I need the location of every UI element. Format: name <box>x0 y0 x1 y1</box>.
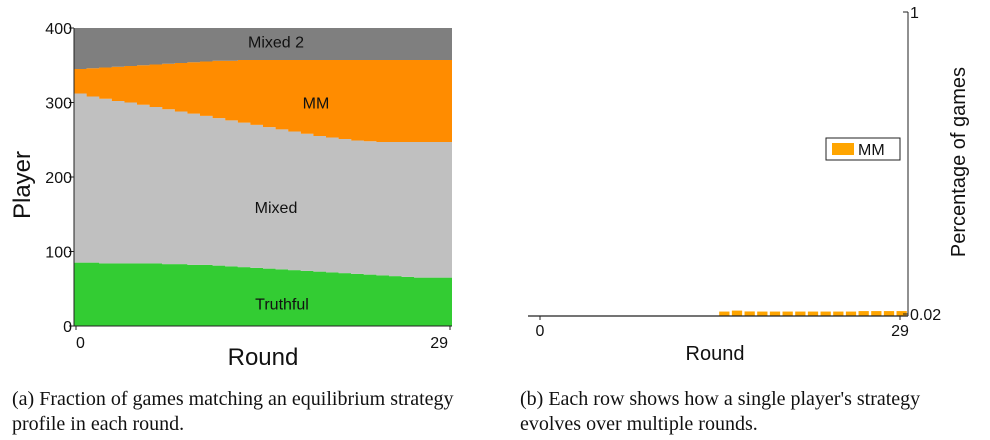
y-tick-label: 200 <box>45 170 72 187</box>
bar-mm <box>731 310 743 316</box>
bar-mm <box>769 311 781 316</box>
chart-a-bands <box>74 28 452 326</box>
bar-mm <box>833 311 844 316</box>
chart-a-xlabel: Round <box>228 344 299 371</box>
bar-mm <box>795 311 806 316</box>
bar-mm <box>858 311 869 316</box>
chart-b-y-ticks: 0.02 1 <box>903 5 941 324</box>
bar-mm <box>883 311 895 316</box>
legend-label-mm: MM <box>858 142 885 159</box>
y-tick-label: 300 <box>45 96 72 113</box>
caption-b: (b) Each row shows how a single player's… <box>520 388 921 435</box>
chart-a-y-ticks: 0 100 200 300 400 <box>45 21 74 336</box>
caption-a: (a) Fraction of games matching an equili… <box>12 388 454 435</box>
band-label-mixed-2: Mixed 2 <box>248 34 304 51</box>
y-tick-label: 1 <box>910 5 919 22</box>
y-tick-label: 0.02 <box>910 307 941 324</box>
bar-mm <box>744 311 755 316</box>
chart-b-ylabel: Percentage of games <box>948 67 970 257</box>
chart-a-band-labels: Truthful Mixed MM Mixed 2 <box>248 34 329 313</box>
band-label-mixed: Mixed <box>255 200 298 217</box>
chart-b-axes <box>528 12 909 317</box>
legend-swatch-mm <box>832 143 854 155</box>
chart-a: 0 100 200 300 400 0 29 Truthful Mixed MM Mixed 2… <box>9 21 452 371</box>
bar-mm <box>820 311 831 316</box>
bar-mm <box>782 311 793 316</box>
chart-b: 0 29 0.02 1 MM Round Percentage of games <box>528 5 970 365</box>
chart-b-xlabel: Round <box>686 343 745 365</box>
band-mixed <box>74 93 452 278</box>
bar-mm <box>807 311 819 316</box>
x-tick-label: 29 <box>891 323 909 340</box>
y-tick-label: 100 <box>45 245 72 262</box>
band-label-mm: MM <box>303 96 330 113</box>
x-tick-label: 29 <box>430 335 448 352</box>
x-tick-label: 0 <box>76 335 85 352</box>
bar-mm <box>896 311 907 316</box>
bar-mm <box>757 311 768 316</box>
band-truthful <box>74 262 452 326</box>
bar-mm <box>845 311 857 316</box>
x-tick-label: 0 <box>536 323 545 340</box>
chart-a-x-ticks: 0 29 <box>75 326 451 352</box>
band-label-truthful: Truthful <box>255 297 309 314</box>
y-tick-label: 400 <box>45 21 72 38</box>
chart-b-bars <box>719 310 907 316</box>
bar-mm <box>871 311 882 316</box>
y-tick-label: 0 <box>63 319 72 336</box>
band-mixed-2 <box>74 28 452 69</box>
chart-a-ylabel: Player <box>9 151 36 219</box>
chart-b-x-ticks: 0 29 <box>536 316 909 340</box>
band-mm <box>74 60 452 142</box>
chart-b-legend: MM <box>825 137 901 161</box>
bar-mm <box>719 311 730 316</box>
